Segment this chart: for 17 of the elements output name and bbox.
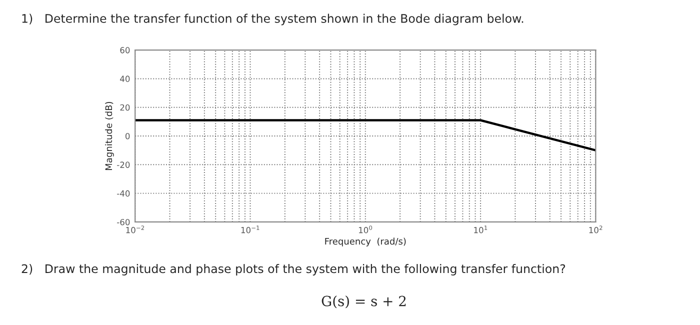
x-tick-label: 10$^{2}$ — [589, 226, 602, 234]
y-tick-label: -60 — [117, 218, 130, 226]
y-tick-label: 40 — [120, 76, 130, 82]
x-tick-label: 10$^{−1}$ — [241, 226, 260, 234]
x-tick-label: 10$^{1}$ — [474, 226, 488, 234]
y-axis-title: Magnitude (dB) — [105, 102, 114, 170]
x-tick-label: 10$^{−2}$ — [126, 226, 144, 234]
x-tick-label: 10$^{0}$ — [358, 226, 372, 234]
text: 2) Draw the magnitude and phase plots of the system with the following transfer function? — [22, 264, 566, 276]
y-tick-label: -40 — [117, 190, 130, 197]
y-tick-label: 20 — [120, 104, 130, 111]
x-axis-title: Frequency (rad/s) — [325, 238, 406, 246]
chart-title: 1) Determine the transfer function of the system shown in the Bode diagram below. — [22, 14, 524, 26]
y-tick-label: 0 — [125, 132, 130, 140]
text: G(s) = s + 2 — [322, 296, 406, 308]
y-tick-label: -20 — [117, 162, 130, 168]
y-tick-label: 60 — [120, 47, 130, 54]
